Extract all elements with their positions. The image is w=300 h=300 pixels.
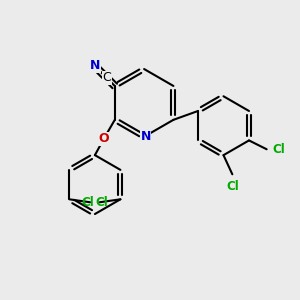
- Text: N: N: [140, 130, 151, 143]
- Text: O: O: [98, 132, 109, 146]
- Text: N: N: [89, 59, 100, 72]
- Text: Cl: Cl: [82, 196, 94, 209]
- Text: Cl: Cl: [272, 143, 285, 156]
- Text: Cl: Cl: [95, 196, 108, 209]
- Text: Cl: Cl: [226, 180, 239, 193]
- Text: C: C: [102, 71, 111, 84]
